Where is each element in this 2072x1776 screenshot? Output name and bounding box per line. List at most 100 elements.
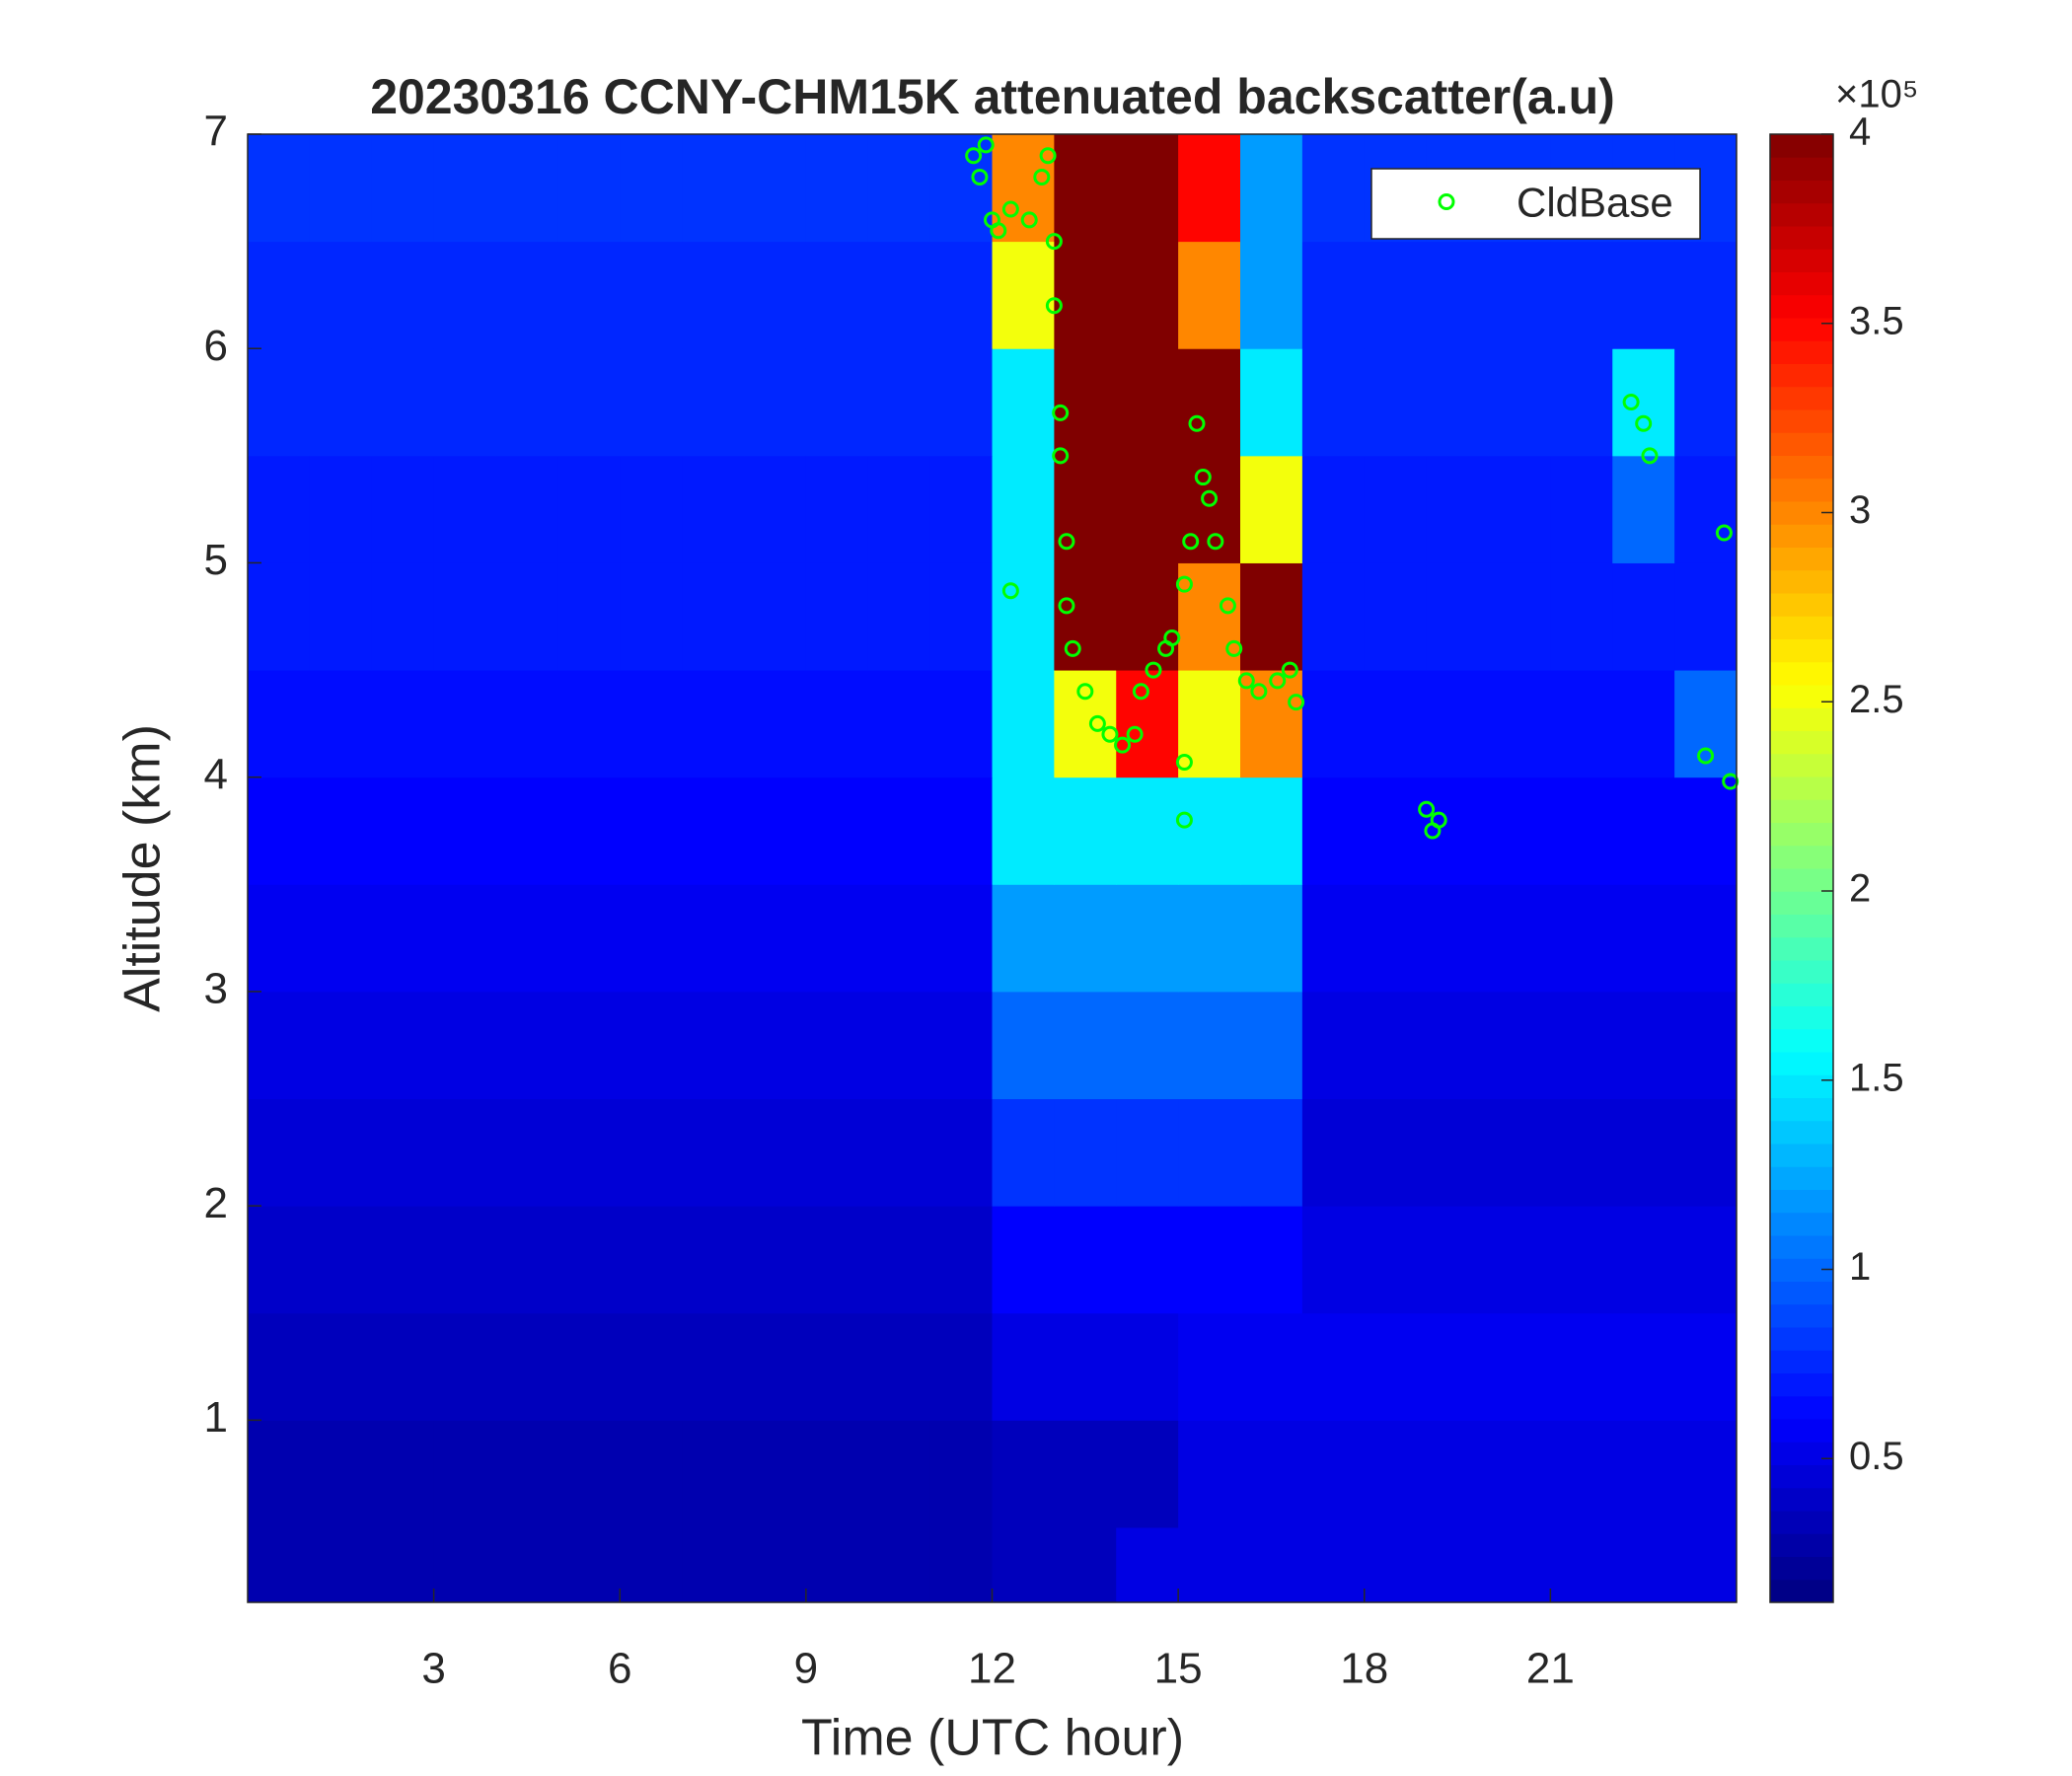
heatmap-cell	[309, 241, 373, 349]
heatmap-cell	[805, 884, 869, 993]
heatmap-cell	[1426, 1312, 1489, 1421]
colorbar-swatch	[1770, 226, 1833, 250]
heatmap-cell	[1178, 1098, 1241, 1207]
heatmap-cell	[1426, 884, 1489, 993]
heatmap-cell	[1426, 562, 1489, 671]
heatmap-cell	[744, 348, 807, 457]
y-tick-label: 3	[204, 965, 228, 1013]
heatmap-cell	[1301, 777, 1366, 885]
heatmap-cell	[1426, 348, 1489, 457]
x-tick-label: 15	[1154, 1645, 1203, 1693]
heatmap-cell	[1674, 1206, 1738, 1314]
cloud-base-point	[1697, 747, 1715, 765]
heatmap-cell	[682, 455, 745, 563]
heatmap-cell	[1054, 1312, 1117, 1421]
heatmap-cell	[309, 777, 373, 885]
heatmap-cell	[620, 134, 683, 243]
heatmap-cell	[1116, 241, 1179, 349]
heatmap-cell	[992, 348, 1055, 457]
heatmap-cell	[1364, 670, 1428, 778]
colorbar-swatch	[1770, 983, 1833, 1006]
heatmap-cell	[557, 348, 621, 457]
colorbar-swatch	[1770, 777, 1833, 800]
colorbar-swatch	[1770, 845, 1833, 869]
heatmap-cell	[433, 455, 496, 563]
heatmap-cell	[557, 241, 621, 349]
colorbar-swatch	[1770, 1419, 1833, 1443]
colorbar-tick-label: 3	[1849, 488, 1871, 532]
heatmap-cell	[1426, 455, 1489, 563]
heatmap-cell	[620, 777, 683, 885]
heatmap-cell	[371, 1098, 435, 1207]
heatmap-cell	[1240, 455, 1303, 563]
heatmap-cell	[929, 455, 993, 563]
heatmap-cell	[1612, 1206, 1675, 1314]
heatmap-cell	[1674, 241, 1738, 349]
colorbar-swatch	[1770, 1144, 1833, 1167]
heatmap-cell	[1364, 1206, 1428, 1314]
cloud-base-point	[1132, 683, 1149, 701]
heatmap-cell	[867, 134, 931, 243]
heatmap-cell	[557, 455, 621, 563]
heatmap-cell	[805, 1526, 869, 1603]
heatmap-cell	[495, 1420, 558, 1528]
colorbar-swatch	[1770, 547, 1833, 571]
heatmap-cell	[1488, 241, 1551, 349]
x-tick-label: 12	[968, 1645, 1016, 1693]
heatmap-cell	[1674, 777, 1738, 885]
heatmap-cell	[557, 884, 621, 993]
heatmap-cell	[309, 455, 373, 563]
heatmap-cell	[744, 991, 807, 1100]
heatmap-cell	[1488, 1098, 1551, 1207]
colorbar-swatch	[1770, 294, 1833, 319]
heatmap-cell	[1612, 777, 1675, 885]
heatmap-cell	[744, 1420, 807, 1528]
heatmap-cell	[1240, 1420, 1303, 1528]
heatmap-cell	[929, 348, 993, 457]
colorbar-swatch	[1770, 524, 1833, 548]
heatmap-cell	[495, 1312, 558, 1421]
heatmap-cell	[433, 884, 496, 993]
colorbar-swatch	[1770, 730, 1833, 755]
heatmap-cell	[495, 1098, 558, 1207]
heatmap-cell	[248, 670, 311, 778]
heatmap-cell	[1054, 348, 1117, 457]
heatmap-cell	[557, 1526, 621, 1603]
heatmap-cell	[309, 1312, 373, 1421]
heatmap-cell	[248, 884, 311, 993]
heatmap-cell	[867, 670, 931, 778]
heatmap-cell	[1612, 1312, 1675, 1421]
colorbar-swatch	[1770, 1442, 1833, 1465]
heatmap-cell	[248, 1098, 311, 1207]
cloud-base-point	[1269, 672, 1287, 690]
heatmap-cell	[929, 1098, 993, 1207]
heatmap-cell	[682, 777, 745, 885]
heatmap-cell	[805, 991, 869, 1100]
heatmap-cell	[1550, 1526, 1613, 1603]
heatmap-cell	[1426, 1526, 1489, 1603]
heatmap-cell	[309, 348, 373, 457]
heatmap-cell	[433, 991, 496, 1100]
cloud-base-point	[1175, 811, 1193, 829]
colorbar-swatch	[1770, 799, 1833, 823]
y-tick-label: 5	[204, 536, 228, 584]
heatmap-cell	[309, 1526, 373, 1603]
heatmap-cell	[433, 1420, 496, 1528]
colorbar-swatch	[1770, 1511, 1833, 1534]
heatmap-cell	[1674, 455, 1738, 563]
heatmap-cell	[1550, 777, 1613, 885]
cloud-base-point	[1201, 489, 1219, 507]
heatmap-cell	[1301, 455, 1366, 563]
heatmap-cell	[1240, 777, 1303, 885]
heatmap-cell	[744, 1312, 807, 1421]
heatmap-cell	[1054, 991, 1117, 1100]
heatmap-cell	[1301, 562, 1366, 671]
colorbar-swatch	[1770, 1533, 1833, 1557]
colorbar-swatch	[1770, 386, 1833, 410]
heatmap-cell	[1178, 777, 1241, 885]
heatmap-cell	[620, 1098, 683, 1207]
chart-title: 20230316 CCNY-CHM15K attenuated backscat…	[370, 69, 1615, 124]
colorbar-swatch	[1770, 1120, 1833, 1145]
heatmap-cell	[1364, 348, 1428, 457]
heatmap-cell	[1054, 884, 1117, 993]
